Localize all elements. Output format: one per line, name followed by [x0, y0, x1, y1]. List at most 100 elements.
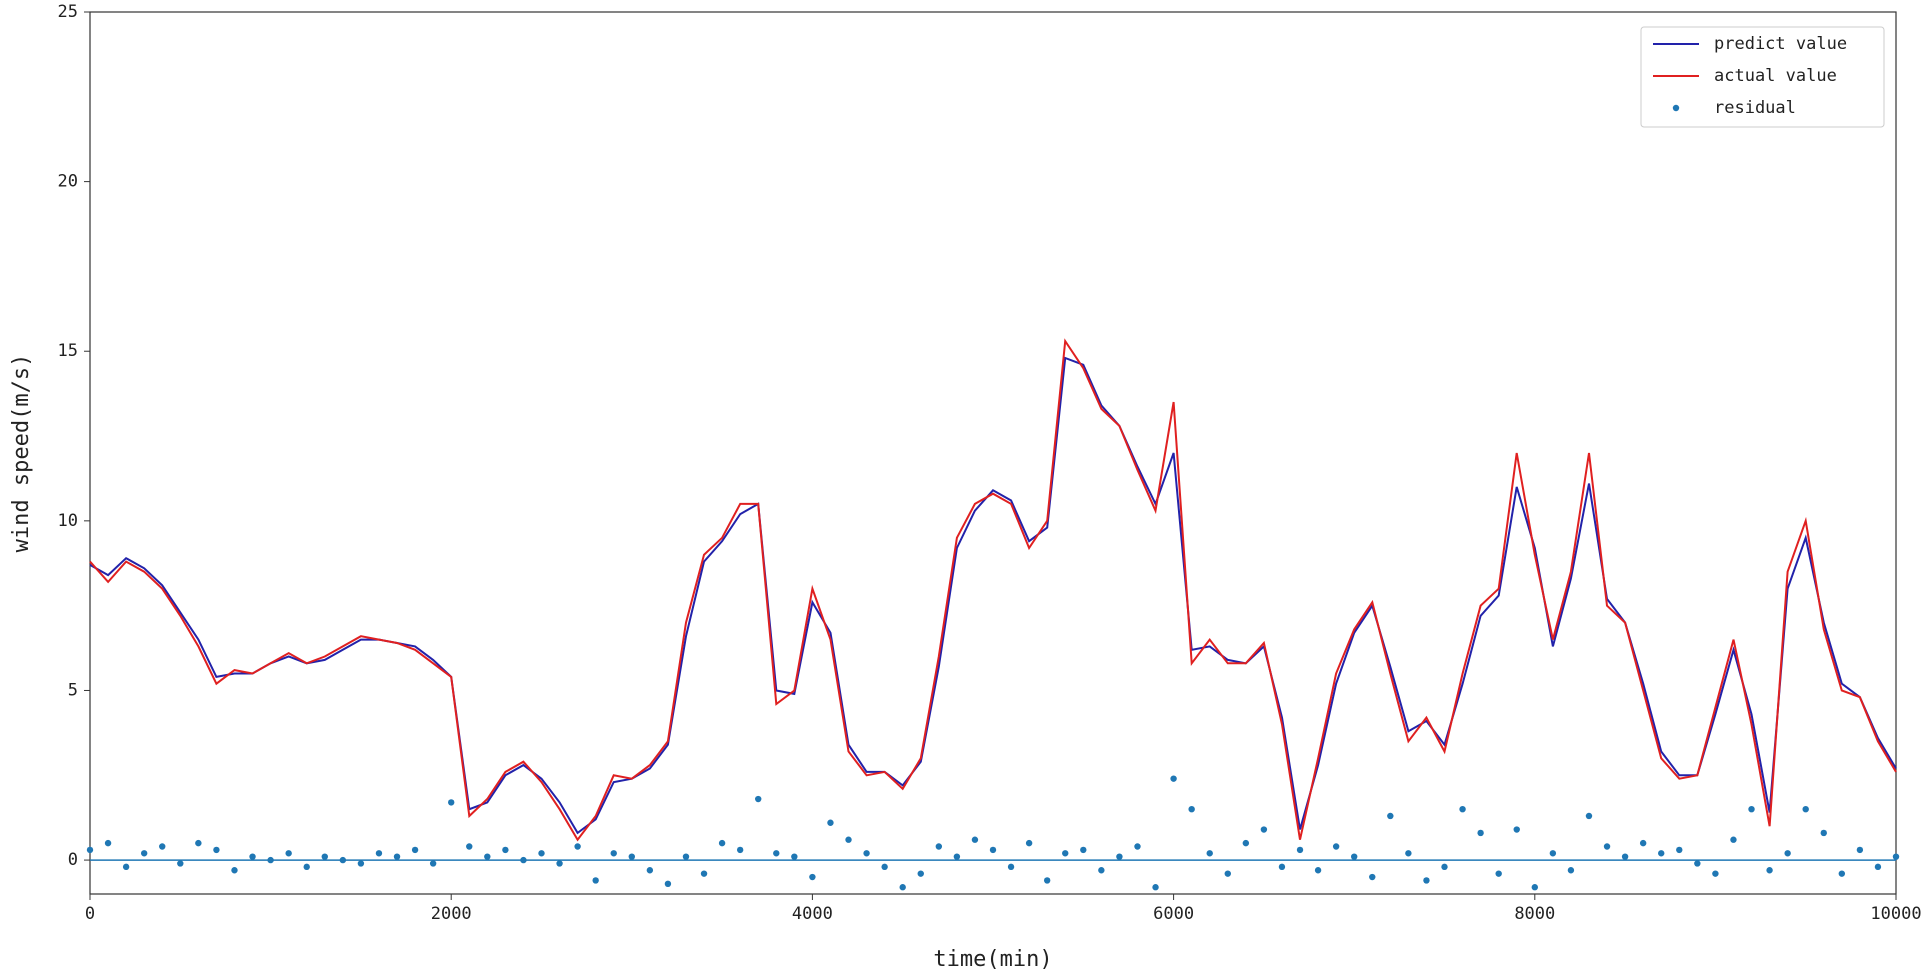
residual-point [1567, 867, 1575, 874]
residual-point [827, 819, 834, 826]
residual-point [195, 839, 202, 847]
residual-point [177, 860, 184, 867]
residual-point [556, 860, 563, 867]
residual-point [1712, 870, 1719, 877]
residual-point [1170, 775, 1177, 782]
legend-marker [1672, 104, 1680, 112]
plot-frame [89, 11, 1897, 895]
residual-point [1838, 870, 1846, 877]
y-tick-label: 20 [58, 172, 78, 192]
residual-point [773, 850, 780, 857]
residual-point [1621, 853, 1629, 860]
residual-point [520, 856, 527, 864]
residual-point [953, 853, 961, 860]
residual-point [736, 846, 744, 854]
residual-point [574, 843, 581, 850]
residual-point [1152, 884, 1159, 891]
residual-point [1513, 826, 1520, 833]
residual-point [502, 846, 509, 854]
residual-point [393, 853, 401, 860]
residual-point [1369, 873, 1376, 881]
residual-point [411, 846, 419, 854]
residual-point [1766, 867, 1773, 874]
y-tick-label: 0 [68, 850, 78, 870]
residual-point [899, 884, 906, 891]
residual-point [1332, 843, 1340, 850]
residual-point [755, 795, 762, 803]
y-tick-label: 25 [58, 2, 78, 22]
residual-point [1134, 843, 1141, 850]
legend-label: predict value [1714, 34, 1847, 54]
residual-point [122, 863, 130, 871]
series-line [89, 338, 1897, 842]
residual-point [1188, 805, 1195, 813]
residual-point [1423, 877, 1430, 884]
residual-point [664, 880, 672, 888]
residual-point [809, 873, 816, 881]
y-tick-label: 15 [58, 341, 78, 361]
residual-point [448, 799, 455, 806]
x-tick-label: 4000 [792, 904, 833, 924]
residual-point [1441, 863, 1448, 871]
residual-point [321, 853, 328, 860]
x-tick-label: 6000 [1153, 904, 1194, 924]
x-tick-label: 0 [85, 904, 95, 924]
residual-point [989, 846, 997, 854]
residual-point [1585, 812, 1593, 820]
residual-point [1874, 863, 1882, 871]
residual-point [466, 843, 473, 850]
x-axis-label: time(min) [933, 947, 1052, 972]
residual-point [339, 856, 347, 864]
residual-point [1351, 853, 1358, 860]
residual-point [86, 846, 94, 854]
residual-point [375, 850, 383, 857]
x-tick-label: 10000 [1870, 904, 1921, 924]
residual-point [718, 839, 726, 847]
residual-point [267, 856, 274, 864]
residual-point [971, 836, 979, 843]
residual-point [1206, 850, 1213, 857]
residual-point [1603, 843, 1611, 850]
residual-point [1098, 867, 1105, 874]
y-tick-label: 5 [68, 680, 78, 700]
residual-point [538, 850, 545, 857]
residual-point [1549, 850, 1557, 857]
residual-point [357, 860, 365, 867]
residual-point [935, 843, 943, 850]
residual-point [1639, 839, 1647, 847]
residual-point [1477, 829, 1484, 837]
residual-point [682, 853, 690, 860]
residual-point [592, 877, 599, 884]
residual-point [610, 850, 617, 857]
residual-point [1278, 863, 1286, 871]
residual-point [791, 853, 798, 860]
residual-point [700, 870, 708, 877]
residual-point [1080, 846, 1087, 854]
residual-point [1531, 884, 1539, 891]
x-tick-label: 8000 [1514, 904, 1555, 924]
residual-point [1242, 839, 1250, 847]
series-line [89, 356, 1897, 835]
residual-point [917, 870, 924, 877]
residual-point [863, 850, 870, 857]
residual-point [140, 850, 148, 857]
residual-point [1676, 846, 1683, 854]
residual-point [231, 867, 238, 874]
residual-point [1495, 870, 1502, 877]
residual-point [1856, 846, 1864, 854]
residual-point [845, 836, 852, 843]
residual-point [1025, 839, 1033, 847]
residual-point [1296, 846, 1304, 854]
residual-point [1658, 850, 1665, 857]
x-tick-label: 2000 [431, 904, 472, 924]
y-axis-label: wind speed(m/s) [9, 354, 34, 553]
residual-point [1387, 812, 1394, 820]
residual-point [881, 863, 888, 871]
residual-point [1224, 870, 1231, 877]
residual-point [1748, 805, 1755, 813]
residual-point [1730, 836, 1737, 843]
residual-point [1784, 850, 1791, 857]
residual-point [646, 867, 654, 874]
